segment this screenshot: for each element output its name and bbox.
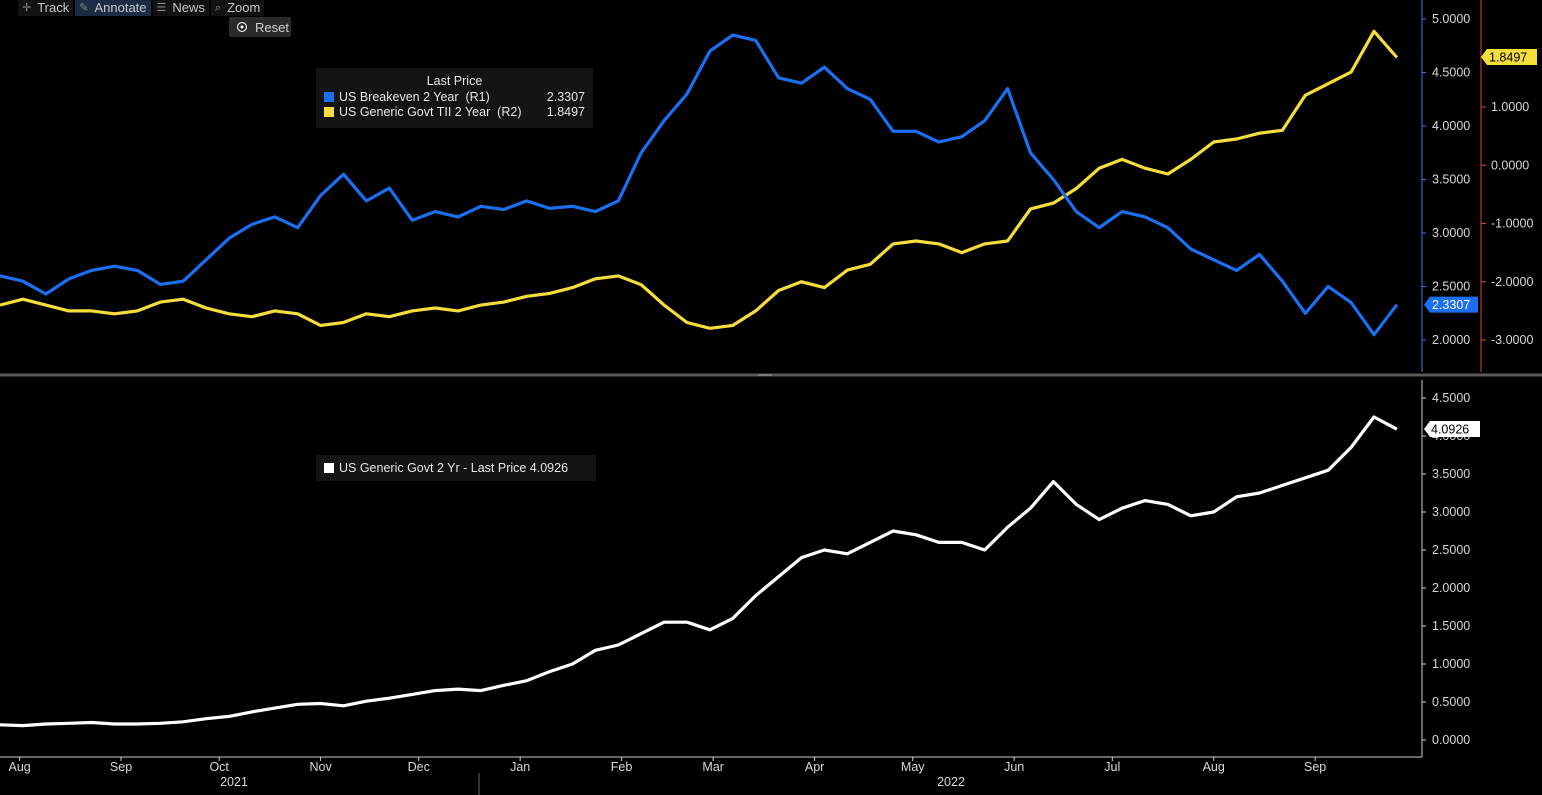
news-button[interactable]: ☰ News <box>152 0 209 16</box>
legend-item-govt: US Generic Govt 2 Yr - Last Price 4.0926 <box>324 460 588 475</box>
r1-tick-label: 4.5000 <box>1432 66 1470 80</box>
series-line-tii <box>0 29 1399 330</box>
annotate-label: Annotate <box>94 0 147 15</box>
legend-name-tii: US Generic Govt TII 2 Year (R2) <box>339 104 522 119</box>
magnifier-icon: ⌕ <box>214 2 222 14</box>
r2-tick-label: -2.0000 <box>1491 275 1533 289</box>
legend-text-govt: US Generic Govt 2 Yr - Last Price 4.0926 <box>339 460 569 475</box>
zoom-button[interactable]: ⌕ Zoom <box>210 0 265 16</box>
r2-tick-label: -3.0000 <box>1491 333 1533 347</box>
pencil-icon: ✎ <box>79 2 89 14</box>
x-tick-label: Jan <box>510 760 530 774</box>
annotate-button[interactable]: ✎ Annotate <box>75 0 151 16</box>
r2-last-value: 1.8497 <box>1489 51 1527 65</box>
legend-swatch-govt <box>324 462 334 473</box>
y-tick-label: 0.0000 <box>1432 733 1470 747</box>
x-tick-label: Sep <box>110 760 132 774</box>
r1-tick-label: 3.0000 <box>1432 226 1470 240</box>
crosshair-icon: ✛ <box>22 2 32 14</box>
legend-value-tii: 1.8497 <box>546 104 585 119</box>
legend-value-breakeven: 2.3307 <box>546 89 585 104</box>
x-tick-label: Nov <box>309 760 332 774</box>
top-panel: 5.0000 4.5000 4.0000 3.5000 3.0000 2.5000 2.00… <box>0 0 1537 372</box>
r1-last-value-bg <box>1424 296 1478 313</box>
bottom-panel: 4.50004.00003.50003.00002.50002.00001.50… <box>0 380 1480 757</box>
r2-tick-label: 1.0000 <box>1491 100 1529 114</box>
series-line-breakeven <box>0 33 1399 337</box>
x-tick-label: Aug <box>9 760 31 774</box>
news-label: News <box>172 0 205 15</box>
year-label-2021: 2021 <box>220 775 248 789</box>
x-tick-label: Apr <box>805 760 824 774</box>
x-tick-label: Jun <box>1004 760 1024 774</box>
y-tick-label: 3.0000 <box>1432 505 1470 519</box>
y-tick-label: 2.0000 <box>1432 581 1470 595</box>
y-tick-label: 1.0000 <box>1432 657 1470 671</box>
zoom-label: Zoom <box>227 0 261 15</box>
x-tick-label: Oct <box>209 760 229 774</box>
x-tick-label: Jul <box>1104 760 1120 774</box>
r2-last-value-bg <box>1481 49 1537 65</box>
r1-tick-label: 2.5000 <box>1432 280 1470 294</box>
x-tick-label: Feb <box>611 760 633 774</box>
year-label-2022: 2022 <box>937 775 965 789</box>
news-icon: ☰ <box>156 2 167 14</box>
x-tick-label: Mar <box>702 760 724 774</box>
chart-toolbar: ✛ Track ✎ Annotate ☰ News ⌕ Zoom <box>18 0 265 16</box>
x-tick-label: May <box>901 760 925 774</box>
y-tick-label: 4.5000 <box>1432 391 1470 405</box>
legend-item-tii: US Generic Govt TII 2 Year (R2) 1.8497 <box>324 104 585 119</box>
x-tick-label: Dec <box>408 760 430 774</box>
r1-tick-label: 2.0000 <box>1432 333 1470 347</box>
x-tick-label: Aug <box>1203 760 1225 774</box>
r2-tick-label: -1.0000 <box>1491 217 1533 231</box>
reset-label: Reset <box>255 19 289 35</box>
y-tick-label: 0.5000 <box>1432 695 1470 709</box>
legend-swatch-tii <box>324 106 334 117</box>
series-line-govt <box>0 415 1398 728</box>
legend-name-breakeven: US Breakeven 2 Year (R1) <box>339 89 490 104</box>
r1-tick-label: 5.0000 <box>1432 12 1470 26</box>
r1-tick-label: 3.5000 <box>1432 173 1470 187</box>
legend-swatch-breakeven <box>324 91 334 102</box>
last-value-bg <box>1424 420 1480 437</box>
y-tick-label: 3.5000 <box>1432 467 1470 481</box>
y-tick-label: 2.5000 <box>1432 543 1470 557</box>
x-tick-label: Sep <box>1304 760 1326 774</box>
top-legend: Last Price US Breakeven 2 Year (R1) 2.33… <box>316 68 593 128</box>
last-value: 4.0926 <box>1431 422 1469 436</box>
y-tick-label: 1.5000 <box>1432 619 1470 633</box>
legend-title: Last Price <box>426 74 483 88</box>
track-button[interactable]: ✛ Track <box>18 0 74 16</box>
r1-tick-label: 4.0000 <box>1432 119 1470 133</box>
track-label: Track <box>37 0 70 15</box>
bottom-legend: US Generic Govt 2 Yr - Last Price 4.0926 <box>316 455 596 481</box>
r1-last-value: 2.3307 <box>1432 298 1470 312</box>
r2-tick-label: 0.0000 <box>1491 158 1529 172</box>
reset-button[interactable]: Reset <box>229 17 291 37</box>
x-axis: Aug Sep Oct Nov Dec Jan Feb Mar Apr May Jun Jul Aug S… <box>0 756 1422 795</box>
legend-item-breakeven: US Breakeven 2 Year (R1) 2.3307 <box>324 89 585 104</box>
reset-radio-icon <box>237 22 247 32</box>
